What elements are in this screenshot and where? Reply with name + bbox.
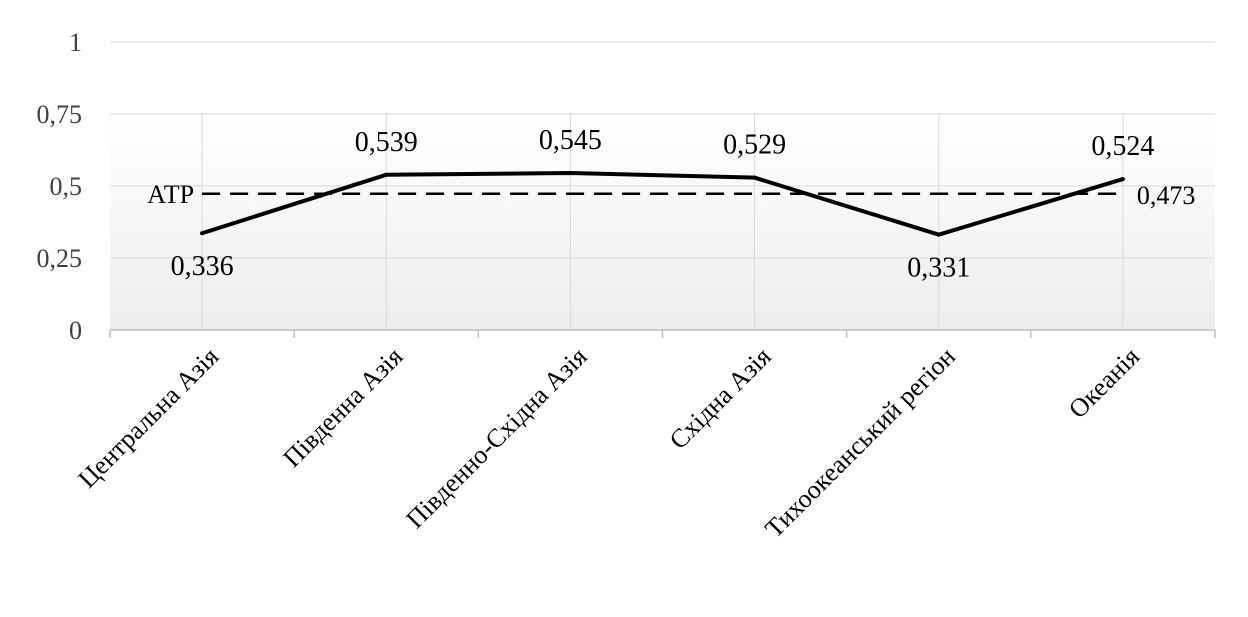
- y-tick-label: 1: [69, 28, 82, 57]
- data-point: [200, 231, 205, 236]
- data-label: 0,331: [907, 253, 970, 284]
- series-lines: [200, 171, 1125, 237]
- reference-line-name: АТР: [147, 180, 194, 209]
- plot-band: [110, 114, 1215, 330]
- gridlines: [110, 41, 1215, 330]
- y-axis-tick-labels: 0 0,25 0,5 0,75 1: [37, 28, 83, 345]
- data-label: 0,539: [355, 127, 418, 158]
- data-point: [752, 175, 757, 180]
- reference-line: АТР 0,473: [147, 180, 1195, 210]
- data-point: [568, 171, 573, 176]
- y-tick-label: 0,25: [37, 244, 83, 273]
- data-point: [936, 232, 941, 237]
- y-tick-label: 0,5: [50, 172, 83, 201]
- data-labels: 0,336 0,539 0,545 0,529 0,331 0,524: [171, 125, 1155, 284]
- x-category-label: Центральна Азія: [73, 342, 225, 494]
- x-category-label: Океанія: [1063, 342, 1145, 424]
- x-category-label: Південно-Східна Азія: [400, 342, 592, 534]
- data-point: [1120, 177, 1125, 182]
- data-label: 0,336: [171, 251, 234, 282]
- plot-background: [110, 114, 1215, 330]
- x-category-label: Тихоокеанський регіон: [759, 342, 961, 544]
- x-category-label: Східна Азія: [664, 342, 777, 455]
- data-point: [384, 172, 389, 177]
- data-label: 0,524: [1091, 131, 1154, 162]
- x-category-label: Південна Азія: [277, 342, 408, 473]
- data-label: 0,529: [723, 130, 786, 161]
- series-line: [201, 171, 1124, 237]
- data-label: 0,545: [539, 125, 602, 156]
- y-tick-label: 0: [69, 316, 82, 345]
- y-tick-label: 0,75: [37, 100, 83, 129]
- x-axis: [109, 329, 1216, 338]
- reference-line-value: 0,473: [1137, 181, 1196, 210]
- x-axis-category-labels: Центральна Азія Південна АзіяПівденно-Схі…: [73, 342, 1146, 544]
